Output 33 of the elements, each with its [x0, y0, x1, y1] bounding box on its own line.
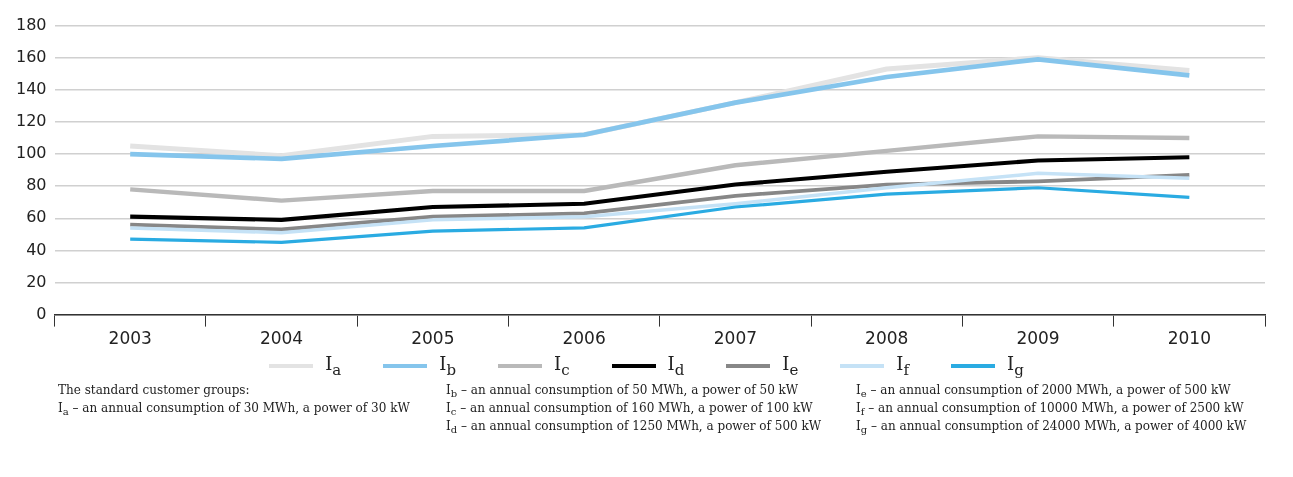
text: I$_{f}$ – an annual consumption of 10000 MWh, a power of 2500 kW: [856, 400, 1245, 420]
legend-label: I$_{c}$: [554, 353, 570, 379]
y-tick-label: 100: [15, 143, 47, 163]
x-tick-label: 2010: [1167, 328, 1211, 349]
legend-label: I$_{b}$: [439, 353, 457, 379]
legend-label: I$_{d}$: [667, 353, 685, 379]
text: I$_{d}$ – an annual consumption of 1250 MWh, a power of 500 kW: [446, 419, 823, 438]
x-tick-label: 2009: [1016, 328, 1060, 349]
x-tick-label: 2004: [259, 328, 304, 349]
x-tick-label: 2005: [411, 328, 455, 349]
text: I$_{g}$ – an annual consumption of 24000 MWh, a power of 4000 kW: [856, 419, 1248, 438]
y-tick-label: 40: [26, 239, 47, 259]
legend-label: I$_{e}$: [782, 353, 799, 379]
x-tick-label: 2007: [713, 328, 758, 349]
y-tick-label: 120: [15, 111, 47, 131]
text: I$_{b}$ – an annual consumption of 50 MWh, a power of 50 kW: [446, 382, 800, 401]
y-tick-label: 20: [26, 271, 47, 291]
x-tick-label: 2003: [108, 328, 152, 349]
text: The standard customer groups:: [58, 382, 251, 399]
x-tick-label: 2008: [865, 328, 909, 349]
y-tick-label: 0: [36, 303, 47, 323]
text: I$_{a}$ – an annual consumption of 30 MWh, a power of 30 kW: [58, 400, 411, 420]
legend-label: I$_{f}$: [896, 353, 910, 379]
x-tick-label: 2006: [562, 328, 606, 349]
y-tick-label: 80: [26, 175, 47, 195]
y-tick-label: 140: [15, 78, 47, 98]
text: I$_{e}$ – an annual consumption of 2000 MWh, a power of 500 kW: [856, 382, 1232, 401]
y-tick-label: 160: [15, 46, 47, 66]
y-tick-label: 180: [15, 14, 47, 34]
legend-label: I$_{a}$: [325, 353, 342, 379]
text: I$_{c}$ – an annual consumption of 160 MWh, a power of 100 kW: [446, 400, 814, 420]
y-tick-label: 60: [26, 207, 47, 227]
legend-label: I$_{g}$: [1007, 353, 1024, 379]
